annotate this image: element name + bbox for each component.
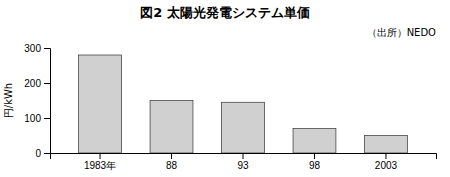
tick: 2003 xyxy=(375,153,398,171)
tick-mark xyxy=(44,118,50,119)
tick: 300 xyxy=(24,43,50,54)
axis-line xyxy=(51,154,437,160)
tick: 93 xyxy=(237,153,249,171)
tick-label: 93 xyxy=(237,160,249,171)
tick-mark xyxy=(100,153,101,159)
tick-label: 200 xyxy=(24,78,41,89)
bar xyxy=(79,55,122,153)
tick-label: 2003 xyxy=(375,160,398,171)
tick-mark xyxy=(44,83,50,84)
tick-label: 1983年 xyxy=(84,160,116,171)
chart: 図2 太陽光発電システム単価 （出所）NEDO 0 100 200 300 1983年 88 9… xyxy=(0,0,450,177)
bar xyxy=(365,136,408,154)
tick: 88 xyxy=(166,153,178,171)
tick-label: 0 xyxy=(35,148,41,159)
bar xyxy=(150,101,193,154)
tick-label: 88 xyxy=(166,160,178,171)
tick-label: 98 xyxy=(309,160,321,171)
tick: 0 xyxy=(35,148,50,159)
tick-label: 300 xyxy=(24,43,41,54)
subtitle: （出所）NEDO xyxy=(367,27,436,38)
tick-mark xyxy=(243,153,244,159)
bar xyxy=(222,102,265,153)
y-axis: 0 100 200 300 xyxy=(24,43,50,159)
y-axis-title: 円/kWh xyxy=(3,83,14,118)
plot: 0 100 200 300 1983年 88 93 98 2003 xyxy=(24,43,436,171)
tick-mark xyxy=(44,48,50,49)
tick-mark xyxy=(314,153,315,159)
title: 図2 太陽光発電システム単価 xyxy=(140,5,310,20)
axis-line xyxy=(44,49,51,154)
tick: 200 xyxy=(24,78,50,89)
tick-label: 100 xyxy=(24,113,41,124)
tick: 100 xyxy=(24,113,50,124)
bars xyxy=(79,55,408,153)
tick-mark xyxy=(44,153,50,154)
tick: 98 xyxy=(309,153,321,171)
tick-mark xyxy=(171,153,172,159)
x-axis: 1983年 88 93 98 2003 xyxy=(51,153,437,171)
bar xyxy=(293,129,336,154)
tick: 1983年 xyxy=(84,153,116,171)
tick-mark xyxy=(385,153,386,159)
